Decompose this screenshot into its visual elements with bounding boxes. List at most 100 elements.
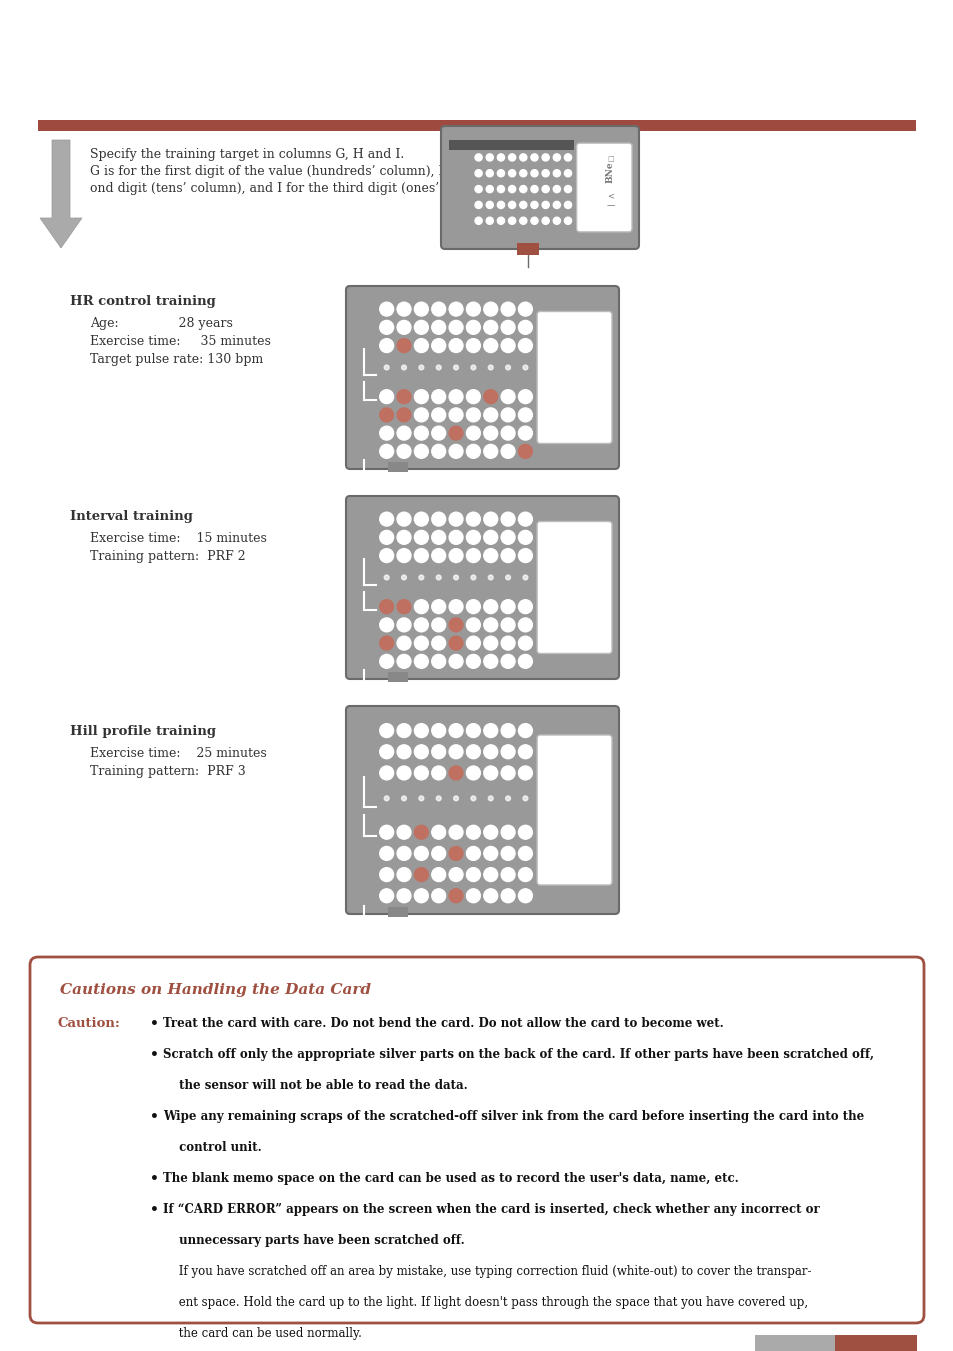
Circle shape bbox=[500, 600, 515, 613]
Text: •: • bbox=[150, 1048, 159, 1062]
Text: Training pattern:  PRF 2: Training pattern: PRF 2 bbox=[90, 550, 245, 563]
Circle shape bbox=[396, 531, 411, 544]
Circle shape bbox=[483, 724, 497, 738]
FancyBboxPatch shape bbox=[576, 143, 631, 232]
Circle shape bbox=[483, 744, 497, 759]
Bar bbox=[387, 462, 407, 471]
Text: Hill profile training: Hill profile training bbox=[70, 725, 215, 738]
Circle shape bbox=[396, 847, 411, 861]
Circle shape bbox=[486, 201, 493, 208]
Circle shape bbox=[432, 389, 445, 404]
Circle shape bbox=[449, 744, 462, 759]
Circle shape bbox=[432, 825, 445, 839]
Circle shape bbox=[475, 201, 481, 208]
Circle shape bbox=[414, 847, 428, 861]
Circle shape bbox=[517, 636, 532, 650]
Circle shape bbox=[418, 576, 423, 580]
Circle shape bbox=[500, 766, 515, 780]
Circle shape bbox=[483, 512, 497, 526]
Circle shape bbox=[396, 320, 411, 334]
Circle shape bbox=[500, 744, 515, 759]
Text: HR control training: HR control training bbox=[70, 295, 215, 308]
Circle shape bbox=[517, 654, 532, 669]
Circle shape bbox=[436, 576, 440, 580]
Circle shape bbox=[541, 170, 549, 177]
Circle shape bbox=[432, 654, 445, 669]
Circle shape bbox=[500, 654, 515, 669]
Circle shape bbox=[483, 636, 497, 650]
Circle shape bbox=[471, 365, 476, 370]
Circle shape bbox=[500, 339, 515, 353]
Circle shape bbox=[449, 766, 462, 780]
Circle shape bbox=[517, 444, 532, 458]
Circle shape bbox=[432, 549, 445, 562]
Circle shape bbox=[466, 549, 479, 562]
Circle shape bbox=[564, 170, 571, 177]
Circle shape bbox=[483, 426, 497, 440]
Circle shape bbox=[396, 636, 411, 650]
Bar bbox=[449, 141, 573, 150]
Circle shape bbox=[414, 617, 428, 632]
Circle shape bbox=[530, 201, 537, 208]
Circle shape bbox=[414, 654, 428, 669]
Circle shape bbox=[379, 636, 394, 650]
Circle shape bbox=[396, 766, 411, 780]
Circle shape bbox=[483, 531, 497, 544]
Circle shape bbox=[432, 617, 445, 632]
Circle shape bbox=[396, 444, 411, 458]
Circle shape bbox=[379, 654, 394, 669]
Circle shape bbox=[432, 408, 445, 422]
Circle shape bbox=[396, 339, 411, 353]
Text: •: • bbox=[150, 1111, 159, 1124]
Circle shape bbox=[432, 889, 445, 902]
Circle shape bbox=[432, 636, 445, 650]
Circle shape bbox=[500, 636, 515, 650]
Circle shape bbox=[396, 512, 411, 526]
Circle shape bbox=[449, 339, 462, 353]
Circle shape bbox=[541, 154, 549, 161]
Circle shape bbox=[449, 426, 462, 440]
Circle shape bbox=[414, 531, 428, 544]
Polygon shape bbox=[40, 141, 82, 249]
Text: the card can be used normally.: the card can be used normally. bbox=[174, 1327, 361, 1340]
FancyBboxPatch shape bbox=[537, 521, 612, 654]
Circle shape bbox=[500, 847, 515, 861]
Circle shape bbox=[488, 796, 493, 801]
Text: Cautions on Handling the Data Card: Cautions on Handling the Data Card bbox=[60, 984, 371, 997]
Circle shape bbox=[500, 549, 515, 562]
Circle shape bbox=[396, 408, 411, 422]
Circle shape bbox=[396, 303, 411, 316]
Text: If “CARD ERROR” appears on the screen when the card is inserted, check whether a: If “CARD ERROR” appears on the screen wh… bbox=[163, 1202, 819, 1216]
Circle shape bbox=[488, 365, 493, 370]
Circle shape bbox=[414, 889, 428, 902]
Circle shape bbox=[432, 426, 445, 440]
Circle shape bbox=[517, 512, 532, 526]
Circle shape bbox=[453, 576, 458, 580]
Circle shape bbox=[483, 654, 497, 669]
Circle shape bbox=[449, 303, 462, 316]
Text: the sensor will not be able to read the data.: the sensor will not be able to read the … bbox=[174, 1079, 467, 1092]
Circle shape bbox=[466, 531, 479, 544]
Circle shape bbox=[414, 549, 428, 562]
Circle shape bbox=[414, 389, 428, 404]
Circle shape bbox=[497, 170, 504, 177]
Circle shape bbox=[432, 339, 445, 353]
Circle shape bbox=[517, 339, 532, 353]
Text: Age:               28 years: Age: 28 years bbox=[90, 317, 233, 330]
Circle shape bbox=[553, 170, 559, 177]
Circle shape bbox=[449, 389, 462, 404]
Circle shape bbox=[453, 365, 458, 370]
Circle shape bbox=[564, 185, 571, 193]
Circle shape bbox=[453, 796, 458, 801]
Circle shape bbox=[449, 636, 462, 650]
Circle shape bbox=[436, 365, 440, 370]
Circle shape bbox=[564, 154, 571, 161]
Circle shape bbox=[414, 744, 428, 759]
Circle shape bbox=[379, 426, 394, 440]
Circle shape bbox=[483, 847, 497, 861]
Circle shape bbox=[517, 600, 532, 613]
Circle shape bbox=[508, 201, 516, 208]
Circle shape bbox=[519, 170, 526, 177]
Circle shape bbox=[483, 549, 497, 562]
Circle shape bbox=[564, 218, 571, 224]
